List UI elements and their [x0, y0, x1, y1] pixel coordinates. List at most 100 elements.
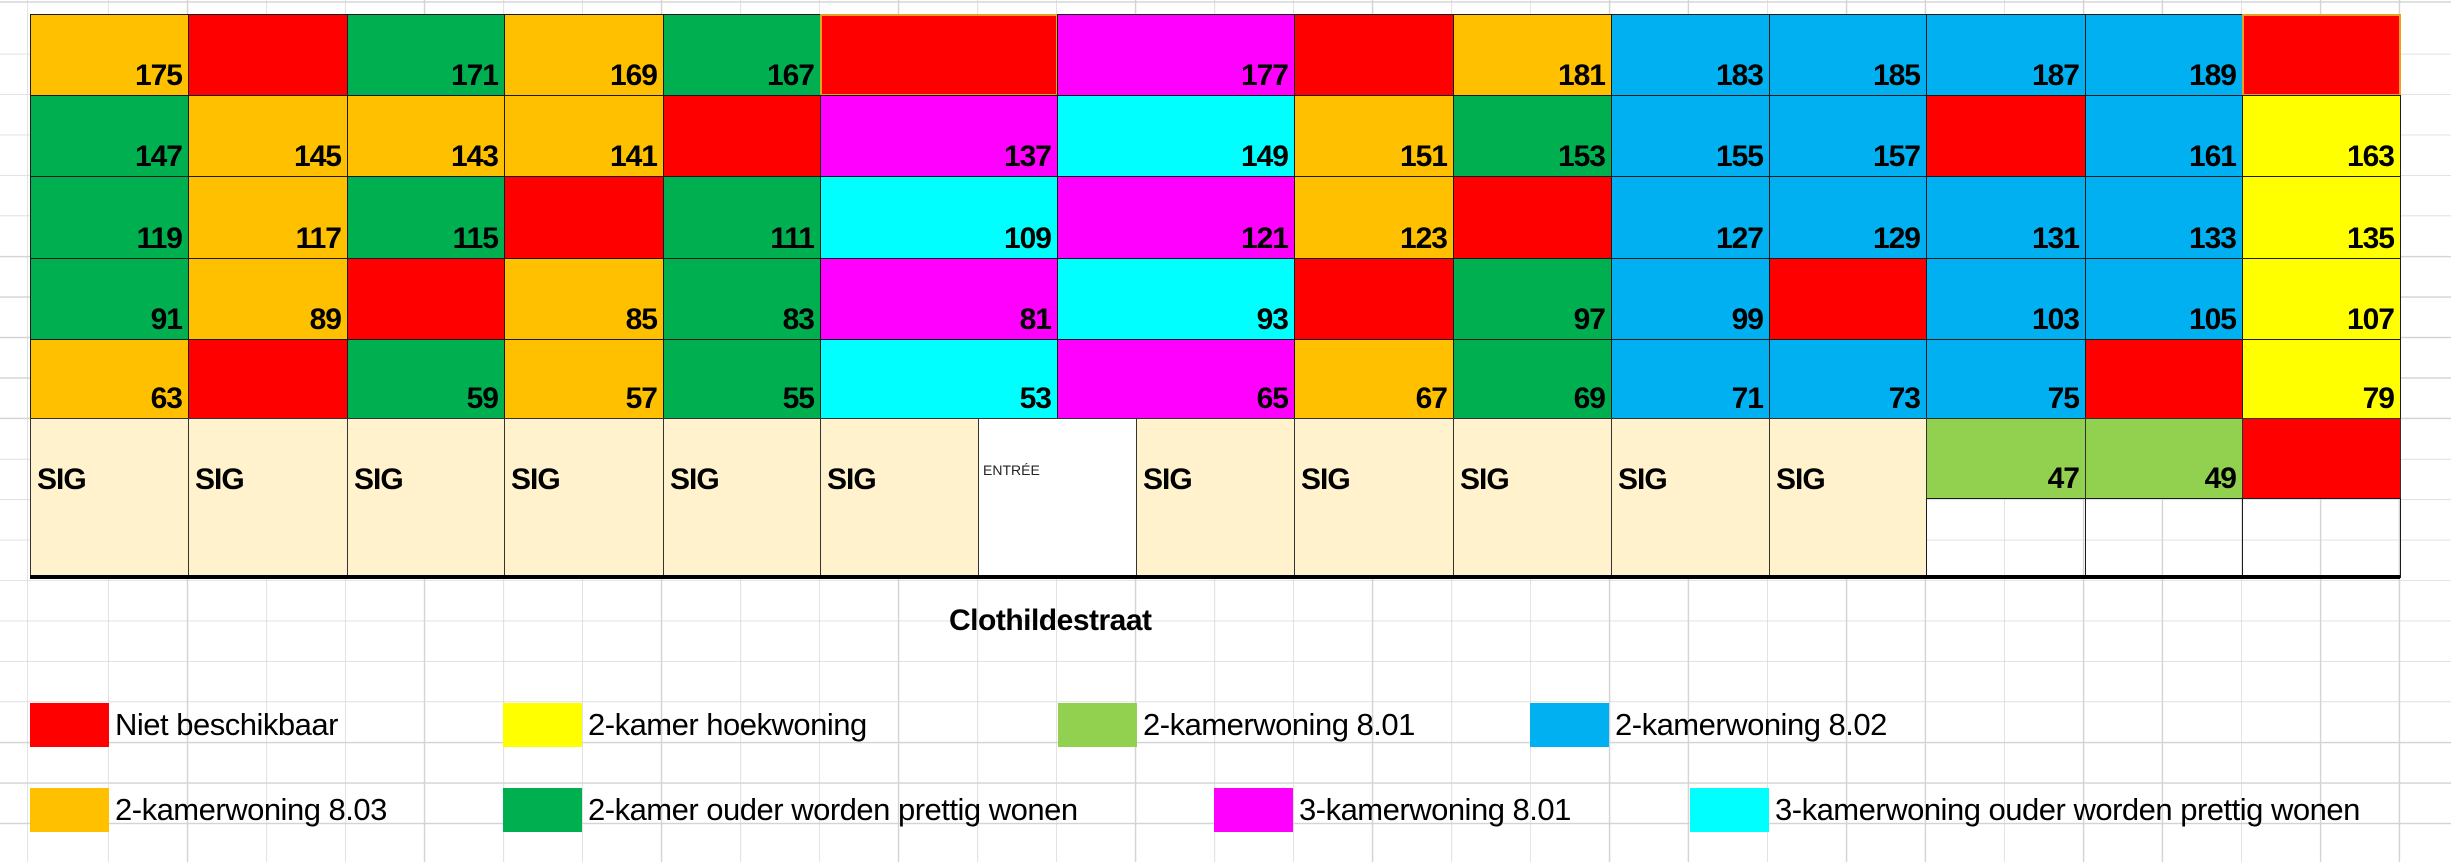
unit-cell[interactable]	[1453, 176, 1612, 259]
unit-cell[interactable]: 111	[663, 176, 821, 259]
unit-cell[interactable]: 121	[1057, 176, 1295, 259]
unit-number: 81	[1019, 303, 1052, 336]
unit-cell[interactable]: 73	[1769, 339, 1927, 419]
unit-cell[interactable]: 81	[820, 258, 1058, 340]
unit-cell[interactable]: 183	[1611, 14, 1770, 96]
sig-cell[interactable]: SIG	[1136, 418, 1295, 578]
unit-cell[interactable]	[1294, 258, 1454, 340]
unit-number: 137	[1003, 140, 1052, 173]
unit-number: 115	[452, 222, 499, 255]
unit-cell[interactable]: 85	[504, 258, 664, 340]
unit-cell[interactable]: 59	[347, 339, 505, 419]
unit-number: 75	[2047, 382, 2080, 415]
unit-cell[interactable]: 75	[1926, 339, 2086, 419]
unit-cell[interactable]: 79	[2242, 339, 2401, 419]
unit-cell[interactable]: 127	[1611, 176, 1770, 259]
street-name-label: Clothildestraat	[949, 604, 1152, 637]
sig-cell[interactable]: SIG	[1769, 418, 1927, 578]
unit-cell[interactable]: 93	[1057, 258, 1295, 340]
unit-cell[interactable]: 53	[820, 339, 1058, 419]
unit-cell[interactable]: 65	[1057, 339, 1295, 419]
unit-cell[interactable]	[504, 176, 664, 259]
unit-cell[interactable]: 187	[1926, 14, 2086, 96]
unit-cell[interactable]: 129	[1769, 176, 1927, 259]
sig-cell[interactable]: SIG	[347, 418, 505, 578]
unit-cell[interactable]: 109	[820, 176, 1058, 259]
empty-cell	[2242, 498, 2401, 578]
unit-cell[interactable]: 189	[2085, 14, 2243, 96]
unit-cell[interactable]	[1926, 95, 2086, 177]
color-swatch	[1214, 788, 1293, 832]
unit-number: 47	[2047, 462, 2080, 495]
sig-cell[interactable]: SIG	[1453, 418, 1612, 578]
unit-number: 109	[1003, 222, 1052, 255]
unit-cell[interactable]: 115	[347, 176, 505, 259]
unit-number: 123	[1399, 222, 1448, 255]
unit-cell[interactable]: 123	[1294, 176, 1454, 259]
unit-cell[interactable]: 131	[1926, 176, 2086, 259]
unit-cell[interactable]	[1294, 14, 1454, 96]
unit-cell[interactable]: 161	[2085, 95, 2243, 177]
unit-cell[interactable]: 137	[820, 95, 1058, 177]
unit-cell[interactable]: 117	[188, 176, 348, 259]
unit-cell[interactable]: 151	[1294, 95, 1454, 177]
sig-cell[interactable]: SIG	[663, 418, 821, 578]
unit-cell[interactable]: 67	[1294, 339, 1454, 419]
unit-cell[interactable]: 155	[1611, 95, 1770, 177]
unit-cell[interactable]	[2085, 339, 2243, 419]
sig-cell[interactable]: SIG	[1294, 418, 1454, 578]
unit-cell[interactable]: 89	[188, 258, 348, 340]
sig-cell[interactable]: SIG	[820, 418, 979, 578]
unit-cell[interactable]: 143	[347, 95, 505, 177]
unit-cell[interactable]: 145	[188, 95, 348, 177]
unit-cell[interactable]: 181	[1453, 14, 1612, 96]
unit-number: 127	[1715, 222, 1764, 255]
unit-cell[interactable]: 141	[504, 95, 664, 177]
sig-cell[interactable]: SIG	[30, 418, 189, 578]
unit-cell[interactable]: 103	[1926, 258, 2086, 340]
unit-cell[interactable]: 49	[2085, 418, 2243, 499]
unit-cell[interactable]: 163	[2242, 95, 2401, 177]
unit-cell[interactable]: 185	[1769, 14, 1927, 96]
unit-cell[interactable]	[2242, 14, 2401, 96]
unit-cell[interactable]: 135	[2242, 176, 2401, 259]
unit-number: 143	[450, 140, 499, 173]
sig-cell[interactable]: SIG	[188, 418, 348, 578]
unit-cell[interactable]	[1769, 258, 1927, 340]
unit-cell[interactable]	[663, 95, 821, 177]
unit-cell[interactable]: 171	[347, 14, 505, 96]
unit-cell[interactable]: 97	[1453, 258, 1612, 340]
unit-cell[interactable]: 99	[1611, 258, 1770, 340]
unit-cell[interactable]: 69	[1453, 339, 1612, 419]
unit-cell[interactable]: 83	[663, 258, 821, 340]
unit-cell[interactable]: 47	[1926, 418, 2086, 499]
unit-cell[interactable]: 149	[1057, 95, 1295, 177]
unit-cell[interactable]: 63	[30, 339, 189, 419]
unit-cell[interactable]: 71	[1611, 339, 1770, 419]
unit-cell[interactable]: 153	[1453, 95, 1612, 177]
unit-cell[interactable]: 91	[30, 258, 189, 340]
sig-cell[interactable]: SIG	[504, 418, 664, 578]
unit-cell[interactable]: 119	[30, 176, 189, 259]
sig-cell[interactable]: SIG	[1611, 418, 1770, 578]
unit-number: 89	[309, 303, 342, 336]
unit-cell[interactable]: 169	[504, 14, 664, 96]
unit-cell[interactable]: 57	[504, 339, 664, 419]
unit-cell[interactable]: 133	[2085, 176, 2243, 259]
unit-cell[interactable]	[347, 258, 505, 340]
unit-number: 171	[450, 59, 499, 92]
unit-cell[interactable]: 107	[2242, 258, 2401, 340]
unit-cell[interactable]	[820, 14, 1058, 96]
unit-cell[interactable]: 157	[1769, 95, 1927, 177]
unit-cell[interactable]	[188, 14, 348, 96]
unit-cell[interactable]: 175	[30, 14, 189, 96]
unit-cell[interactable]: 105	[2085, 258, 2243, 340]
unit-cell[interactable]: 167	[663, 14, 821, 96]
legend-label: 2-kamerwoning 8.02	[1615, 707, 1887, 742]
unit-cell[interactable]	[188, 339, 348, 419]
unit-cell[interactable]: 147	[30, 95, 189, 177]
unit-cell[interactable]: 55	[663, 339, 821, 419]
unit-cell[interactable]	[2242, 418, 2401, 499]
entrance-cell[interactable]: ENTRÉE	[978, 418, 1137, 578]
unit-cell[interactable]: 177	[1057, 14, 1295, 96]
